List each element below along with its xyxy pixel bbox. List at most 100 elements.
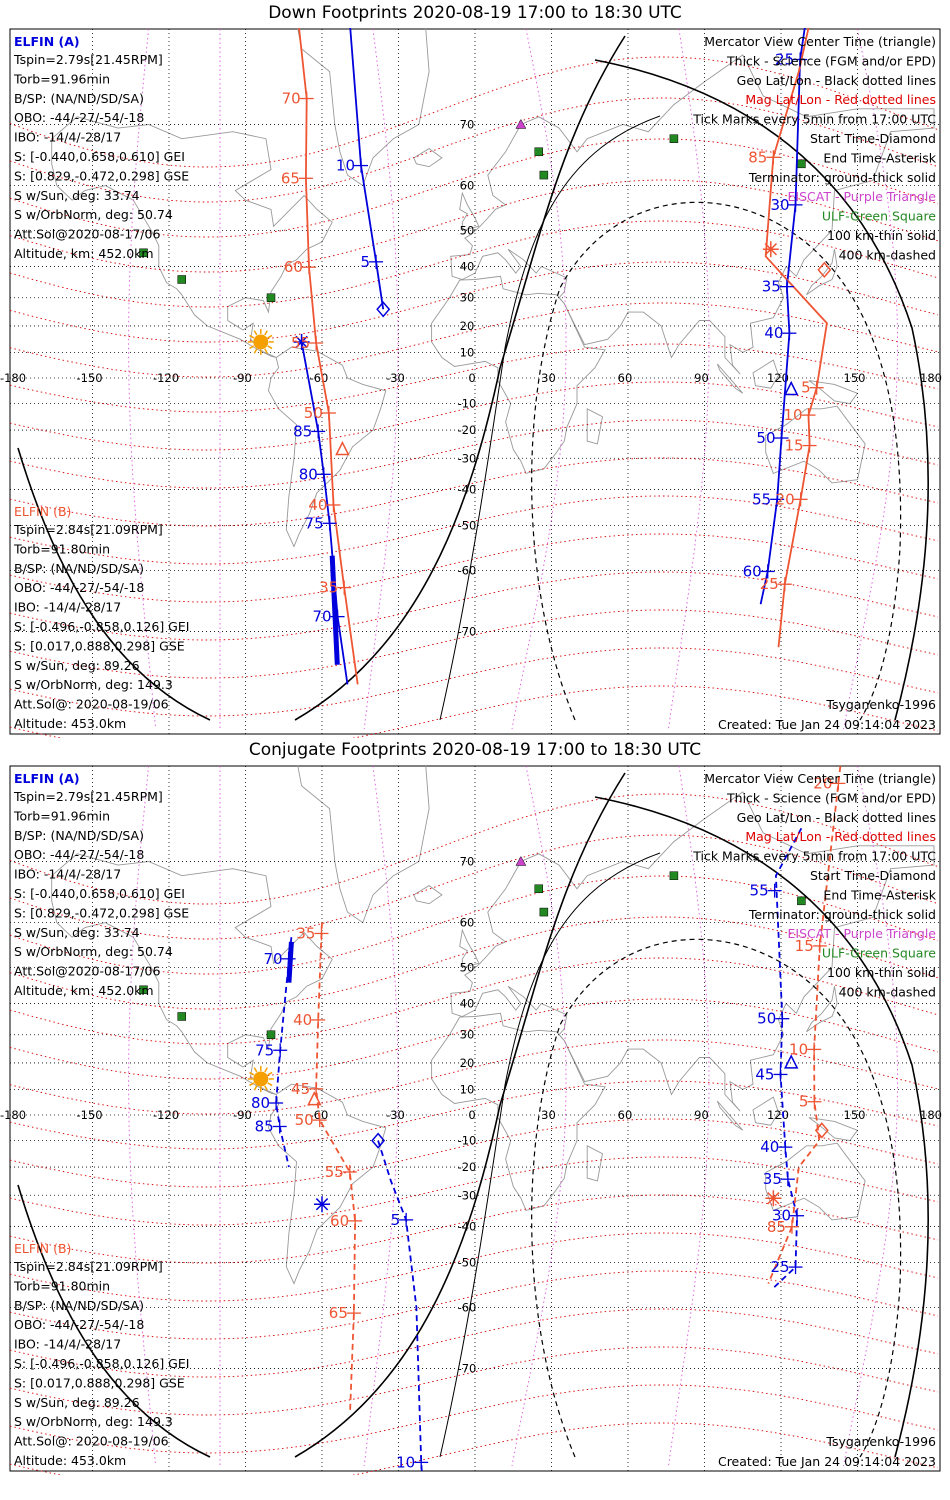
lon-label: 180 <box>920 371 942 385</box>
ulf-green-square <box>534 884 543 894</box>
elfin-a-param: Tspin=2.79s[21.45RPM] <box>13 789 163 804</box>
legend-entry: End Time-Asterisk <box>823 887 936 902</box>
elfin-b-tick-label: 45 <box>291 1080 310 1098</box>
mag-longitude-line <box>363 765 399 1467</box>
elfin-a-param: Altitude, km: 452.0km <box>14 983 154 998</box>
elfin-b-tick-label: 10 <box>783 406 802 424</box>
coast-eurasia <box>450 791 935 1112</box>
elfin-b-track <box>764 28 828 648</box>
lon-label: 30 <box>541 371 556 385</box>
elfin-b-tick-label: 65 <box>281 169 300 187</box>
tick-marks: 7075808551055504540353025354045505560652… <box>251 774 846 1471</box>
elfin-a-param: B/SP: (NA/ND/SD/SA) <box>14 91 144 106</box>
legend-entry: Tick Marks every 5min from 17:00 UTC <box>692 112 936 127</box>
lon-label: -90 <box>233 1108 252 1122</box>
elfin-a-param: S w/Sun, deg: 33.74 <box>14 188 140 203</box>
elfin-b-tick-label: 15 <box>784 437 803 455</box>
ulf-green-square <box>539 170 549 180</box>
coast-northAmerica <box>51 116 333 358</box>
lat-label: -50 <box>458 1256 477 1270</box>
ulf-green-square <box>669 871 679 880</box>
legend-entry: Start Time-Diamond <box>810 131 936 146</box>
legend: Mercator View Center Time (triangle) Thic… <box>692 771 937 999</box>
elfin-b-param: IBO: -14/4/-28/17 <box>14 1337 121 1352</box>
elfin-a-info: ELFIN (A) Tspin=2.79s[21.45RPM] Torb=91.96… <box>13 34 189 261</box>
lat-label: 30 <box>460 291 475 305</box>
ulf-green-square <box>266 1030 276 1039</box>
start-diamond <box>371 1132 386 1149</box>
track-markers <box>307 1054 829 1213</box>
mag-latitude-line <box>9 916 939 1010</box>
elfin-a-tick-label: 40 <box>760 1138 779 1156</box>
elfin-b-tick-label: 70 <box>282 90 301 108</box>
elfin-b-tick-label: 40 <box>293 1011 312 1029</box>
elfin-a-tick-label: 5 <box>361 253 371 271</box>
elfin-a-header: ELFIN (A) <box>14 771 80 786</box>
legend-entry: EISCAT - Purple Triangle <box>788 926 937 941</box>
lon-label: 180 <box>920 1108 942 1122</box>
terminator-ground-east <box>594 59 929 721</box>
start-diamond <box>814 1122 829 1139</box>
elfin-a-track <box>300 341 349 685</box>
lon-label: 150 <box>844 371 866 385</box>
lat-label: -20 <box>458 423 477 437</box>
elfin-b-tick-label: 50 <box>295 1111 314 1129</box>
elfin-a-param: Att.Sol@2020-08-17/06 <box>14 227 160 242</box>
terminator-group <box>17 35 929 721</box>
mag-latitude-line <box>9 875 939 975</box>
elfin-b-param: Att.Sol@: 2020-08-19/06 <box>14 697 169 712</box>
elfin-a-param: B/SP: (NA/ND/SD/SA) <box>14 828 144 843</box>
lat-label: 50 <box>460 223 475 237</box>
geo-grid <box>10 29 940 734</box>
elfin-b-param: B/SP: (NA/ND/SD/SA) <box>14 561 144 576</box>
elfin-b-param: S w/Sun, deg: 89.26 <box>14 1395 140 1410</box>
elfin-b-tick-label: 15 <box>795 937 814 955</box>
start-diamond <box>817 261 832 278</box>
end-asterisk <box>315 1198 329 1211</box>
elfin-a-tick-label: 85 <box>255 1117 274 1135</box>
elfin-b-tick-label: 55 <box>325 1163 344 1181</box>
track-markers <box>293 241 832 456</box>
elfin-a-tick-label: 40 <box>764 324 783 342</box>
mag-longitude-line <box>128 765 157 1467</box>
ulf-green-square <box>139 248 148 258</box>
lat-label: -60 <box>458 563 477 577</box>
legend-entry: ULF-Green Square <box>822 946 936 961</box>
elfin-b-param: S w/OrbNorm, deg: 149.3 <box>14 677 173 692</box>
elfin-b-tick-label: 10 <box>789 1040 808 1058</box>
elfin-a-tick-label: 35 <box>762 278 781 296</box>
ulf-green-square <box>177 1012 186 1021</box>
elfin-a-tick-label: 75 <box>255 1041 274 1059</box>
legend-entry: Mag Lat/Lon - Red dotted lines <box>745 92 936 107</box>
elfin-a-tick-label: 50 <box>756 429 775 447</box>
elfin-a-tick-label: 55 <box>750 882 769 900</box>
sun-disc <box>253 1071 269 1087</box>
legend-entry: Thick - Science (FGM and/or EPD) <box>726 53 936 68</box>
legend-entry: End Time-Asterisk <box>823 150 936 165</box>
elfin-a-param: IBO: -14/4/-28/17 <box>14 130 121 145</box>
elfin-a-tick-label: 10 <box>396 1453 415 1471</box>
terminator-ground-center <box>294 35 626 721</box>
legend-entry: Thick - Science (FGM and/or EPD) <box>726 790 936 805</box>
elfin-a-tick-label: 55 <box>752 490 771 508</box>
map-frame <box>9 765 941 1472</box>
coast-africa <box>431 275 606 474</box>
legend-entry: 400 km-dashed <box>839 984 936 999</box>
mag-grid <box>9 28 939 738</box>
elfin-a-tick-label: 25 <box>775 51 794 69</box>
coast-sumatra <box>716 363 744 394</box>
legend-entry: Terminator: ground-thick solid <box>748 907 936 922</box>
sun-icon <box>247 1065 274 1092</box>
elfin-b-param: B/SP: (NA/ND/SD/SA) <box>14 1298 144 1313</box>
terminator-ground-west <box>17 447 211 721</box>
mag-latitude-line <box>9 957 939 1045</box>
mag-latitude-line <box>9 793 939 905</box>
axis-labels: -180 -150 -120 -90 -60 -30 0 30 60 90 120 150 180 70 6… <box>0 117 942 638</box>
mag-grid <box>9 765 939 1475</box>
mag-longitude-line <box>668 28 710 730</box>
ulf-green-square <box>266 293 276 302</box>
mag-latitude-line <box>9 998 939 1080</box>
elfin-a-tick-label: 70 <box>264 950 283 968</box>
eiscat-purple-triangle <box>515 118 527 129</box>
lon-label: 120 <box>767 371 789 385</box>
